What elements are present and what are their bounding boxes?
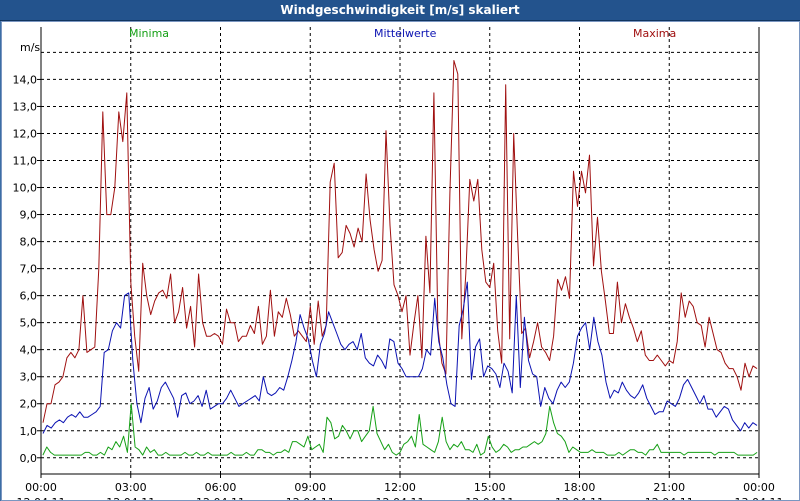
y-tick-label: 13,0 [13,100,38,113]
y-tick-label: 7,0 [20,263,38,276]
x-tick-date-label: 12.04.11 [196,496,245,500]
y-tick-label: 9,0 [20,209,38,222]
y-tick-label: 3,0 [20,371,38,384]
x-tick-date-label: 13.04.11 [735,496,784,500]
x-tick-time-label: 03:00 [115,481,147,494]
series-maxima-line [42,60,758,423]
x-tick-time-label: 12:00 [384,481,416,494]
x-tick-date-label: 12.04.11 [645,496,694,500]
y-tick-label: 0,0 [20,452,38,465]
axis-labels: 0,0 1,0 2,0 3,0 4,0 5,0 6,0 7,0 8,0 9,0 10,0 11,0 12… [13,73,784,500]
x-tick-date-label: 12.04.11 [17,496,66,500]
y-tick-label: 11,0 [13,155,38,168]
legend-maxima: Maxima [633,27,676,40]
y-tick-label: 14,0 [13,73,38,86]
y-tick-label: 2,0 [20,398,38,411]
x-tick-date-label: 12.04.11 [465,496,514,500]
x-tick-time-label: 15:00 [474,481,506,494]
x-tick-date-label: 12.04.11 [106,496,155,500]
x-tick-date-label: 12.04.11 [376,496,425,500]
series-mittelwerte-line [42,281,758,434]
x-tick-time-label: 18:00 [564,481,596,494]
grid-lines [41,27,759,474]
x-tick-time-label: 00:00 [25,481,57,494]
y-tick-label: 1,0 [20,425,38,438]
y-tick-label: 5,0 [20,317,38,330]
axes [37,27,760,478]
series-lines [42,60,758,456]
x-tick-time-label: 00:00 [743,481,775,494]
x-tick-date-label: 12.04.11 [286,496,335,500]
y-tick-label: 10,0 [13,182,38,195]
series-minima-line [42,403,758,456]
window-title: Windgeschwindigkeit [m/s] skaliert [280,3,520,17]
y-tick-label: 4,0 [20,344,38,357]
title-bar: Windgeschwindigkeit [m/s] skaliert [0,0,800,21]
x-tick-date-label: 12.04.11 [555,496,604,500]
x-tick-time-label: 21:00 [653,481,685,494]
wind-speed-chart: 0,0 1,0 2,0 3,0 4,0 5,0 6,0 7,0 8,0 9,0 10,0 11,0 12… [13,27,784,500]
chart-panel: 0,0 1,0 2,0 3,0 4,0 5,0 6,0 7,0 8,0 9,0 10,0 11,0 12… [1,21,800,501]
legend-mittelwerte: Mittelwerte [374,27,437,40]
x-tick-time-label: 09:00 [294,481,326,494]
y-axis-unit-label: m/s [20,41,40,54]
y-tick-label: 12,0 [13,127,38,140]
y-tick-label: 8,0 [20,236,38,249]
x-tick-time-label: 06:00 [205,481,237,494]
y-tick-label: 6,0 [20,290,38,303]
legend-minima: Minima [129,27,169,40]
